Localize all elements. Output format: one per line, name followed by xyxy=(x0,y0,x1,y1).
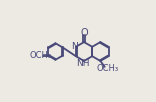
Text: O: O xyxy=(80,28,88,38)
Text: OCH₃: OCH₃ xyxy=(96,64,118,73)
Text: NH: NH xyxy=(76,59,90,68)
Text: N: N xyxy=(71,42,78,51)
Text: OCH₃: OCH₃ xyxy=(29,51,51,60)
